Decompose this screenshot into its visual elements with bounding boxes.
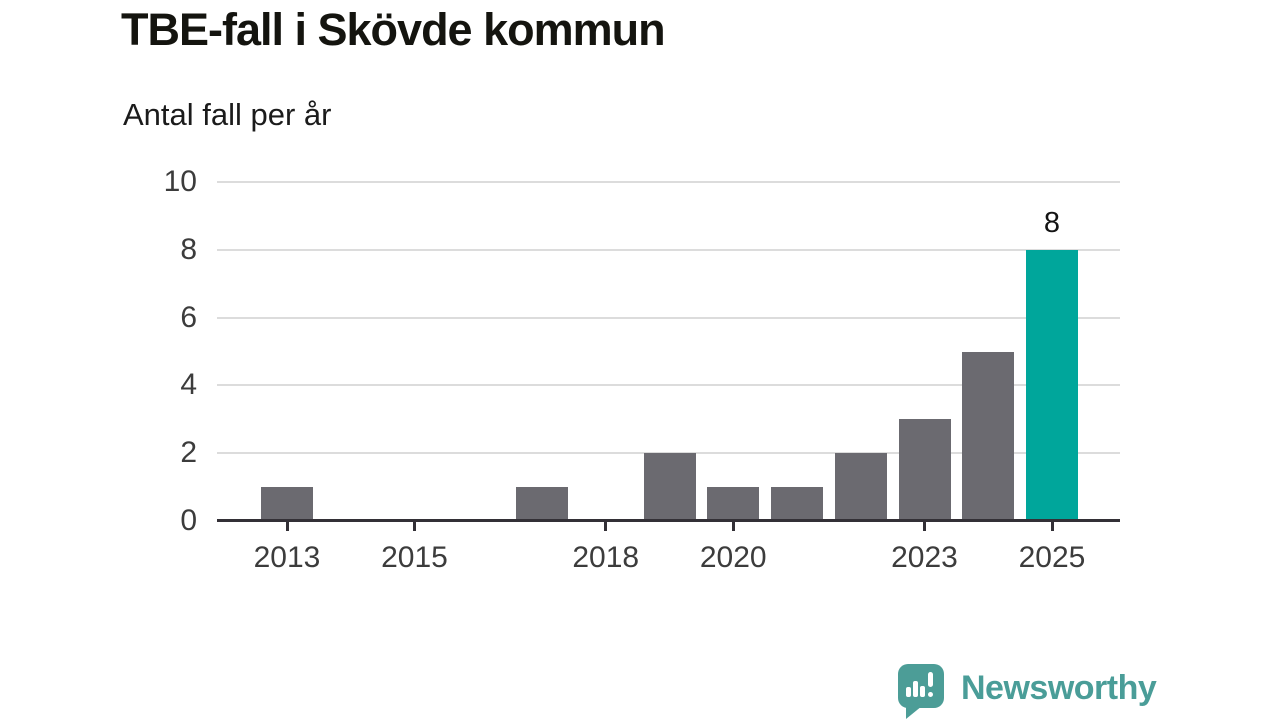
bar-2025 <box>1026 249 1078 521</box>
chart-title: TBE-fall i Skövde kommun <box>121 4 666 55</box>
logo-bar-icon <box>913 681 918 697</box>
x-tick-2015 <box>413 522 416 531</box>
bar-2013 <box>261 487 313 521</box>
logo-bar-icon <box>906 687 911 697</box>
y-tick-label-10: 10 <box>163 165 197 198</box>
bar-2022 <box>834 453 887 521</box>
x-tick-2025 <box>1050 522 1054 531</box>
gridline-10 <box>217 181 1120 183</box>
logo-bar-icon <box>920 686 925 697</box>
newsworthy-logo-icon <box>898 662 948 719</box>
gridline-6 <box>217 316 1120 319</box>
x-tick-2013 <box>285 522 289 531</box>
x-tick-label-2013: 2013 <box>253 541 321 574</box>
x-tick-label-2020: 2020 <box>699 541 767 574</box>
bar-2023 <box>898 419 951 521</box>
highlight-value-label: 8 <box>1043 206 1061 239</box>
brand-footer: Newsworthy <box>898 662 1157 719</box>
brand-name: Newsworthy <box>961 669 1157 707</box>
logo-exclamation-icon <box>928 672 933 687</box>
x-tick-2023 <box>923 522 926 531</box>
x-axis-line <box>217 519 1120 522</box>
y-tick-label-6: 6 <box>180 300 197 334</box>
x-tick-2018 <box>604 522 608 531</box>
bar-2021 <box>771 487 823 521</box>
bar-2020 <box>707 487 760 521</box>
bar-2019 <box>643 453 696 521</box>
y-tick-label-4: 4 <box>180 368 197 402</box>
x-tick-label-2015: 2015 <box>381 541 448 574</box>
speech-bubble-tail <box>906 706 922 719</box>
x-tick-label-2023: 2023 <box>891 541 958 574</box>
y-tick-label-0: 0 <box>180 504 197 537</box>
bar-2017 <box>516 487 568 521</box>
y-tick-label-8: 8 <box>180 232 197 266</box>
x-tick-label-2018: 2018 <box>572 541 640 574</box>
gridline-8 <box>217 248 1120 251</box>
x-tick-label-2025: 2025 <box>1018 541 1086 574</box>
logo-exclamation-dot <box>928 692 933 697</box>
gridline-4 <box>217 384 1120 387</box>
y-tick-label-2: 2 <box>180 436 197 470</box>
x-tick-2020 <box>731 522 735 531</box>
chart-subtitle: Antal fall per år <box>123 97 332 132</box>
bar-2024 <box>962 351 1015 521</box>
